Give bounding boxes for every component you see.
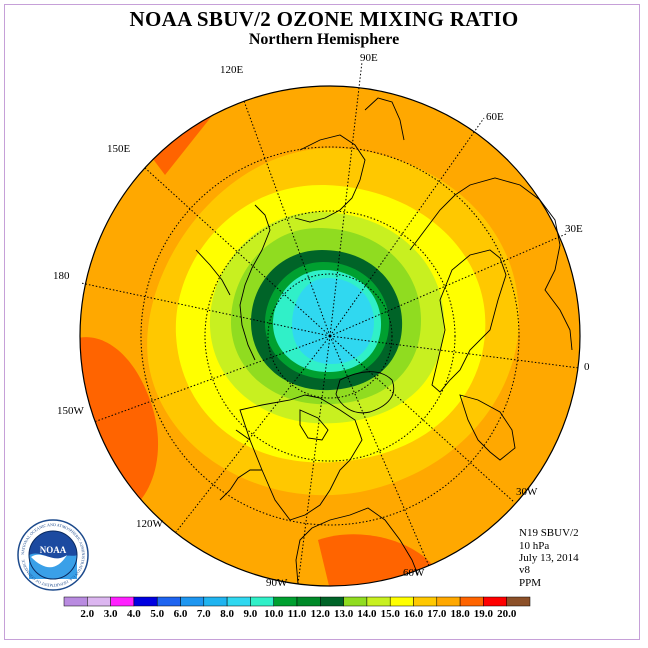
colorbar-label: 3.0 xyxy=(104,608,118,620)
ozone-field xyxy=(80,86,580,586)
label-120e: 120E xyxy=(220,64,244,76)
colorbar-label: 10.0 xyxy=(264,608,284,620)
colorbar-swatch xyxy=(436,596,461,607)
colorbar-label: 12.0 xyxy=(311,608,331,620)
colorbar-swatch xyxy=(250,596,274,607)
colorbar-label: 17.0 xyxy=(427,608,447,620)
colorbar-swatch xyxy=(133,596,158,607)
date-label: July 13, 2014 xyxy=(519,552,579,564)
colorbar-swatch xyxy=(203,596,228,607)
label-30e: 30E xyxy=(565,223,583,235)
colorbar-swatch xyxy=(180,596,205,607)
label-60e: 60E xyxy=(486,111,504,123)
colorbar-swatch xyxy=(320,596,344,607)
colorbar-label: 5.0 xyxy=(150,608,164,620)
label-150w: 150W xyxy=(57,405,85,417)
colorbar-label: 14.0 xyxy=(357,608,377,620)
figure-subtitle: Northern Hemisphere xyxy=(248,31,400,48)
colorbar-swatch xyxy=(483,596,507,607)
label-150e: 150E xyxy=(107,143,131,155)
colorbar-label: 15.0 xyxy=(381,608,401,620)
label-180: 180 xyxy=(53,270,70,282)
colorbar-label: 11.0 xyxy=(288,608,307,620)
colorbar-swatch xyxy=(366,596,391,607)
label-90e: 90E xyxy=(360,52,378,64)
colorbar-swatch xyxy=(413,596,438,607)
colorbar-label: 16.0 xyxy=(404,608,424,620)
colorbar-label: 13.0 xyxy=(334,608,354,620)
label-90w: 90W xyxy=(266,577,288,589)
colorbar-swatch xyxy=(110,596,135,607)
colorbar-label: 20.0 xyxy=(497,608,517,620)
colorbar-swatch xyxy=(226,596,251,607)
colorbar-swatch xyxy=(296,596,321,607)
colorbar-label: 4.0 xyxy=(127,608,141,620)
colorbar-swatch xyxy=(273,596,298,607)
label-60w: 60W xyxy=(403,567,425,579)
noaa-logo: NOAA NATIONAL OCEANIC AND ATMOSPHERIC AD… xyxy=(17,519,89,591)
colorbar-label: 9.0 xyxy=(244,608,258,620)
graticule xyxy=(80,61,580,585)
colorbar-label: 2.0 xyxy=(80,608,94,620)
map-boundary xyxy=(79,85,581,587)
colorbar: 2.0 3.0 4.0 5.0 6.0 7.0 8.0 9.0 10.0 11.0 12.0 13.0… xyxy=(63,596,531,620)
longitude-labels: 90E 60E 30E 0 30W 60W 90W 120W 150W 180 … xyxy=(53,52,590,589)
colorbar-label: 19.0 xyxy=(474,608,494,620)
label-0: 0 xyxy=(584,361,590,373)
colorbar-swatch xyxy=(389,596,414,607)
colorbar-swatch xyxy=(343,596,368,607)
label-30w: 30W xyxy=(516,486,538,498)
label-120w: 120W xyxy=(136,518,164,530)
colorbar-label: 18.0 xyxy=(450,608,470,620)
version-label: v8 xyxy=(519,564,530,576)
colorbar-label: 6.0 xyxy=(174,608,188,620)
colorbar-swatch xyxy=(87,596,111,607)
colorbar-swatch xyxy=(156,596,181,607)
colorbar-label: 8.0 xyxy=(220,608,234,620)
figure-frame xyxy=(4,4,640,640)
logo-text: NOAA xyxy=(40,545,67,555)
instrument-label: N19 SBUV/2 xyxy=(519,527,579,539)
units-label: PPM xyxy=(519,577,542,589)
colorbar-label: 7.0 xyxy=(197,608,211,620)
colorbar-swatch xyxy=(506,596,531,607)
level-label: 10 hPa xyxy=(519,540,550,552)
colorbar-swatch xyxy=(63,596,88,607)
colorbar-swatch xyxy=(459,596,484,607)
figure-title: NOAA SBUV/2 OZONE MIXING RATIO xyxy=(129,7,519,31)
